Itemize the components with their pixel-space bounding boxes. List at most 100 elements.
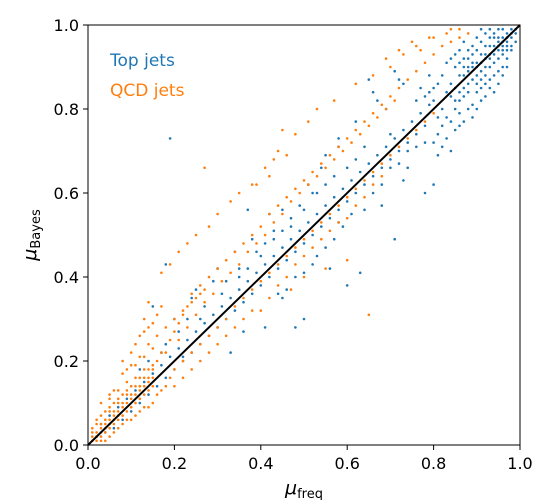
top-jets-point [268,275,271,279]
top-jets-point [376,99,379,102]
qcd-jets-point [415,69,418,73]
top-jets-point [272,237,276,241]
top-jets-point [294,326,297,329]
top-jets-point [445,90,448,94]
qcd-jets-point [415,44,418,48]
top-jets-point [501,36,505,39]
qcd-jets-point [345,216,349,220]
qcd-jets-point [237,263,241,266]
qcd-jets-point [112,422,116,426]
top-jets-point [285,258,289,262]
qcd-jets-point [181,309,185,312]
qcd-jets-point [397,86,401,90]
qcd-jets-point [233,250,237,254]
top-jets-point [328,216,332,220]
top-jets-point [501,65,505,69]
x-tick-label: 0.2 [162,454,187,473]
qcd-jets-point [397,145,401,149]
top-jets-point [428,90,431,94]
qcd-jets-point [320,221,323,224]
top-jets-point [471,61,474,65]
qcd-jets-point [311,170,314,174]
top-jets-point [164,263,168,266]
top-jets-point [315,191,319,195]
top-jets-point [510,27,513,31]
qcd-jets-point [207,351,211,354]
qcd-jets-point [142,368,146,371]
top-jets-point [458,48,461,52]
top-jets-point [458,74,461,77]
qcd-jets-point [432,36,435,39]
qcd-jets-point [281,128,284,132]
qcd-jets-point [199,359,202,363]
qcd-jets-point [289,200,293,203]
qcd-jets-point [363,195,366,199]
qcd-jets-point [268,271,271,275]
top-jets-point [462,57,466,60]
top-jets-point [458,111,461,115]
top-jets-point [484,82,487,86]
top-jets-point [488,27,492,31]
top-jets-point [484,53,487,56]
qcd-jets-point [415,128,418,132]
qcd-jets-point [147,326,150,329]
top-jets-point [289,225,293,228]
top-jets-point [419,111,422,115]
top-jets-point [449,95,453,98]
top-jets-point [453,53,457,56]
y-tick-label: 0.0 [54,436,79,455]
top-jets-point [237,275,241,279]
qcd-jets-point [242,296,245,300]
top-jets-point [492,61,496,65]
top-jets-point [432,141,435,144]
top-jets-point [432,99,435,102]
top-jets-point [479,53,483,56]
qcd-jets-point [151,321,155,325]
top-jets-point [289,216,293,220]
top-jets-point [332,237,336,241]
top-jets-point [354,158,358,161]
qcd-jets-point [294,246,297,249]
qcd-jets-point [272,221,276,224]
qcd-jets-point [116,397,120,401]
x-tick-label: 0.0 [75,454,100,473]
qcd-jets-point [255,183,258,186]
qcd-jets-point [142,405,146,409]
qcd-jets-point [332,158,336,161]
qcd-jets-point [190,292,193,296]
qcd-jets-point [125,393,129,396]
top-jets-point [497,27,500,31]
top-jets-point [229,296,232,300]
qcd-jets-point [155,313,159,317]
qcd-jets-point [380,174,384,178]
top-jets-point [492,74,496,77]
qcd-jets-point [224,258,228,262]
qcd-jets-point [116,418,120,422]
top-jets-point [419,86,422,90]
top-jets-point [510,48,513,52]
qcd-jets-point [458,27,461,31]
qcd-jets-point [371,111,375,115]
qcd-jets-point [186,326,189,329]
top-jets-point [501,48,505,52]
top-jets-point [466,65,470,69]
top-jets-point [246,267,250,270]
qcd-jets-point [203,288,206,291]
qcd-jets-point [125,401,129,405]
qcd-jets-point [371,170,375,174]
qcd-jets-point [147,405,150,409]
top-jets-point [380,166,384,170]
top-jets-point [363,145,366,149]
qcd-jets-point [121,422,124,426]
qcd-jets-point [91,435,94,438]
top-jets-point [471,116,474,119]
qcd-jets-point [129,418,133,422]
top-jets-point [445,116,448,119]
qcd-jets-point [168,338,172,342]
top-jets-point [298,204,302,207]
qcd-jets-point [95,422,98,426]
qcd-jets-point [220,279,224,283]
top-jets-point [458,90,461,94]
qcd-jets-point [108,393,111,396]
